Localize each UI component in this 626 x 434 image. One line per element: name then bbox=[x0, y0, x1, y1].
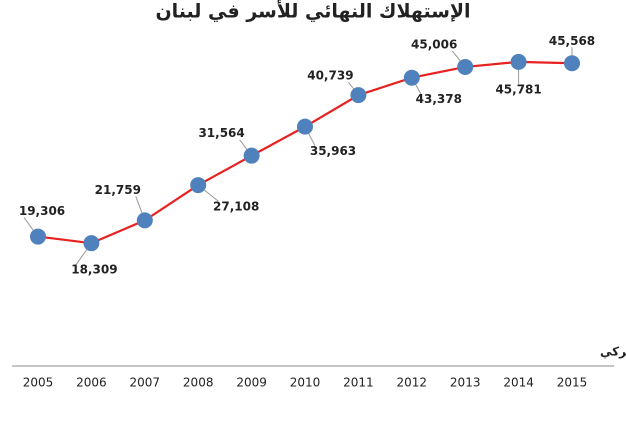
data-point bbox=[243, 147, 260, 164]
x-tick-label: 2007 bbox=[130, 376, 161, 390]
value-label: 43,378 bbox=[416, 92, 462, 106]
data-point bbox=[136, 212, 153, 229]
data-point bbox=[510, 53, 527, 70]
value-label: 27,108 bbox=[213, 200, 259, 214]
value-label: 45,006 bbox=[411, 37, 457, 51]
x-tick-label: 2008 bbox=[183, 376, 214, 390]
chart-title: الإستهلاك النهائي للأسر في لبنان bbox=[155, 0, 470, 23]
data-point bbox=[403, 69, 420, 86]
data-point bbox=[564, 55, 580, 72]
data-point bbox=[297, 118, 313, 135]
x-tick-label: 2015 bbox=[557, 376, 588, 390]
source-note: بروفسور جاسم عجاقة | مصدر: حسابات قمنا ب… bbox=[600, 344, 626, 360]
data-point bbox=[30, 228, 46, 245]
value-label: 45,781 bbox=[495, 82, 541, 96]
x-tick-label: 2012 bbox=[397, 376, 428, 390]
data-point bbox=[83, 235, 100, 252]
data-point bbox=[457, 58, 474, 75]
x-tick-label: 2006 bbox=[76, 376, 107, 390]
x-tick-label: 2011 bbox=[343, 376, 374, 390]
data-point bbox=[190, 177, 207, 194]
value-label: 19,306 bbox=[19, 204, 65, 218]
x-tick-label: 2013 bbox=[450, 376, 481, 390]
data-point bbox=[350, 87, 367, 104]
value-label: 35,963 bbox=[310, 144, 356, 158]
value-label: 40,739 bbox=[307, 69, 353, 83]
value-label: 18,309 bbox=[71, 263, 117, 277]
x-tick-label: 2005 bbox=[23, 376, 54, 390]
value-label: 21,759 bbox=[95, 183, 141, 197]
value-label: 31,564 bbox=[198, 126, 244, 140]
x-tick-label: 2014 bbox=[503, 376, 534, 390]
value-label: 45,568 bbox=[549, 34, 595, 48]
x-tick-label: 2009 bbox=[236, 376, 267, 390]
x-tick-label: 2010 bbox=[290, 376, 321, 390]
